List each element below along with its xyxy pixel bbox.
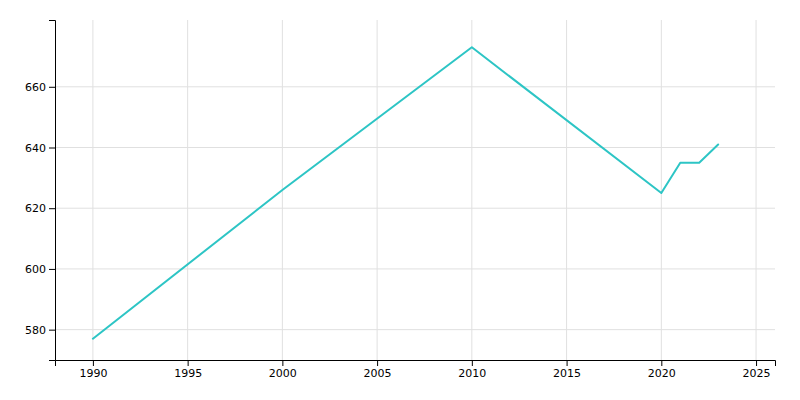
y-tick-mark (49, 148, 55, 149)
grid-line-x (377, 20, 378, 360)
x-tick-label: 2015 (553, 367, 581, 380)
y-axis: 580 600 620 640 660 (25, 21, 56, 361)
x-tick-label: 2020 (648, 367, 676, 380)
grid-line-x (661, 20, 662, 360)
x-tick: 2025 (743, 360, 771, 380)
grid-line-x (471, 20, 472, 360)
grid (55, 20, 775, 360)
x-tick: 1995 (174, 360, 202, 380)
y-tick: 580 (25, 324, 55, 337)
y-tick: 600 (25, 263, 55, 276)
grid-line-y (55, 147, 775, 148)
grid-line-y (55, 268, 775, 269)
x-tick-label: 1995 (174, 367, 202, 380)
y-tick: 640 (25, 142, 55, 155)
y-tick: 620 (25, 202, 55, 215)
x-tick: 2015 (553, 360, 581, 380)
marks (93, 47, 718, 338)
y-tick-mark (49, 208, 55, 209)
y-tick: 660 (25, 81, 55, 94)
x-tick-label: 2005 (364, 367, 392, 380)
y-axis-line (49, 21, 56, 361)
y-tick-label: 640 (25, 142, 46, 155)
y-tick-mark (49, 87, 55, 88)
y-tick-mark (49, 330, 55, 331)
x-axis: 1990 1995 2000 2005 2010 2015 2020 2025 (56, 360, 776, 380)
y-tick-label: 580 (25, 324, 46, 337)
x-tick: 2020 (648, 360, 676, 380)
y-tick-label: 660 (25, 81, 46, 94)
line (93, 47, 718, 338)
x-tick: 2000 (269, 360, 297, 380)
x-tick-mark (93, 360, 94, 366)
x-tick-mark (661, 360, 662, 366)
x-tick-label: 2025 (743, 367, 771, 380)
y-tick-label: 620 (25, 202, 46, 215)
grid-line-x (187, 20, 188, 360)
x-tick-label: 2010 (458, 367, 486, 380)
grid-line-x (566, 20, 567, 360)
x-tick-mark (377, 360, 378, 366)
y-tick-label: 600 (25, 263, 46, 276)
grid-line-y (55, 329, 775, 330)
x-tick-label: 2000 (269, 367, 297, 380)
x-axis-line (56, 361, 776, 367)
chart: 1990 1995 2000 2005 2010 2015 2020 2025 580 600 62… (0, 0, 800, 400)
plot: 1990 1995 2000 2005 2010 2015 2020 2025 580 600 62… (25, 20, 776, 380)
x-tick-mark (472, 360, 473, 366)
x-tick: 2005 (364, 360, 392, 380)
x-tick-mark (756, 360, 757, 366)
x-tick: 2010 (458, 360, 486, 380)
x-tick-mark (188, 360, 189, 366)
x-tick-mark (567, 360, 568, 366)
x-tick-mark (282, 360, 283, 366)
x-tick: 1990 (79, 360, 107, 380)
grid-line-y (55, 86, 775, 87)
grid-line-x (92, 20, 93, 360)
y-tick-mark (49, 269, 55, 270)
grid-line-x (756, 20, 757, 360)
grid-line-y (55, 208, 775, 209)
x-tick-label: 1990 (79, 367, 107, 380)
